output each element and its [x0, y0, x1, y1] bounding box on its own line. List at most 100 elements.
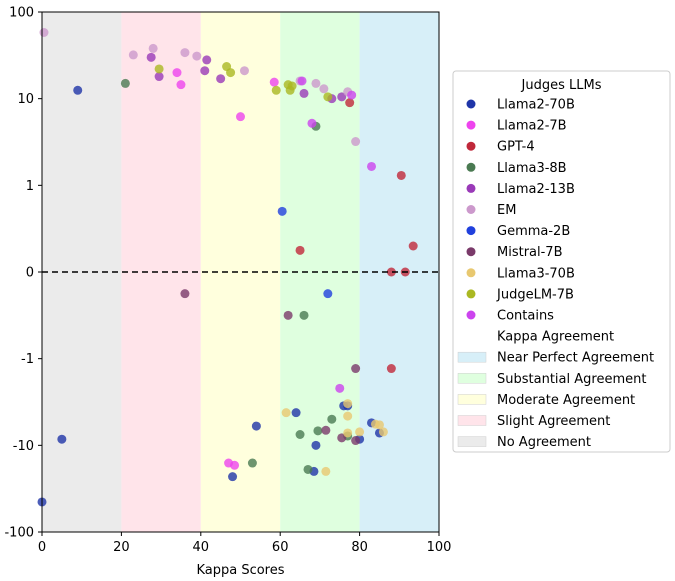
y-tick-label-1: 10 [17, 92, 34, 107]
point-8-3 [374, 420, 384, 430]
point-8-0 [281, 408, 291, 418]
y-tick-label-6: -100 [4, 526, 34, 541]
legend-label-3: Llama3-8B [497, 161, 567, 176]
legend-label-10: Contains [497, 309, 554, 324]
point-7-0 [180, 289, 190, 299]
point-4-2 [200, 66, 210, 76]
point-2-6 [345, 98, 355, 108]
point-5-2 [148, 43, 158, 53]
point-5-1 [128, 50, 138, 60]
data-points [37, 28, 418, 507]
legend-marker-5 [466, 205, 476, 214]
point-1-1 [176, 80, 186, 90]
point-3-6 [247, 458, 257, 468]
point-0-1 [251, 421, 261, 431]
point-9-2 [226, 68, 236, 78]
point-9-3 [271, 85, 281, 95]
legend-band-label-3: Slight Agreement [497, 414, 610, 429]
x-tick-label-3: 60 [272, 540, 289, 555]
legend-band-swatch-3 [457, 415, 487, 426]
legend-marker-2 [466, 141, 476, 151]
y-tick-label-5: -10 [13, 439, 34, 454]
legend-series-entries: Llama2-70B Llama2-7B GPT-4 Llama3-8B Llama2-… [466, 98, 575, 324]
legend-marker-6 [466, 226, 476, 236]
x-tick-label-2: 40 [193, 540, 210, 555]
legend-band-swatch-0 [457, 351, 487, 363]
point-8-7 [321, 466, 331, 476]
legend-band-label-0: Near Perfect Agreement [497, 351, 654, 366]
legend-marker-3 [466, 162, 476, 172]
x-tick-label-5: 100 [427, 540, 452, 555]
legend-label-7: Mistral-7B [497, 245, 563, 260]
y-tick-label-2: 1 [26, 179, 34, 194]
point-1-2 [269, 77, 279, 87]
x-tick-label-1: 20 [113, 540, 130, 555]
legend-marker-1 [466, 120, 476, 130]
point-2-0 [295, 245, 305, 255]
point-8-8 [343, 428, 353, 438]
point-8-6 [378, 427, 388, 437]
legend-band-label-1: Substantial Agreement [497, 372, 646, 387]
point-0-2 [291, 408, 301, 418]
point-5-7 [311, 78, 321, 88]
legend-label-4: Llama2-13B [497, 182, 575, 197]
point-0-9 [228, 472, 238, 482]
point-5-10 [351, 137, 361, 147]
legend-label-2: GPT-4 [497, 140, 535, 155]
legend-label-8: Llama3-70B [497, 266, 575, 281]
point-9-6 [323, 92, 333, 102]
point-0-12 [57, 434, 67, 444]
y-tick-label-0: 100 [9, 6, 34, 21]
point-5-8 [319, 84, 329, 94]
legend-label-6: Gemma-2B [497, 224, 570, 239]
legend-label-1: Llama2-7B [497, 119, 567, 134]
point-7-5 [351, 364, 361, 374]
point-7-3 [337, 433, 347, 443]
legend-marker-9 [466, 289, 476, 299]
legend-band-label-2: Moderate Agreement [497, 393, 635, 408]
point-8-4 [343, 399, 353, 409]
agreement-bands [42, 12, 439, 532]
x-axis-label: Kappa Scores [196, 563, 284, 578]
legend-band-swatch-4 [457, 436, 487, 447]
point-3-8 [120, 78, 130, 88]
point-4-3 [216, 74, 226, 84]
legend-marker-4 [466, 183, 476, 193]
legend-label-9: JudgeLM-7B [496, 287, 574, 302]
legend-marker-10 [466, 310, 476, 320]
point-10-4 [347, 90, 357, 100]
point-4-7 [337, 92, 347, 102]
point-3-4 [313, 426, 323, 436]
point-10-2 [297, 76, 307, 86]
point-2-5 [386, 364, 396, 374]
x-axis-ticks: 0 20 40 60 80 100 [38, 532, 452, 555]
point-6-1 [323, 289, 333, 299]
point-10-0 [367, 161, 377, 171]
point-4-4 [202, 55, 212, 65]
legend-band-swatch-2 [457, 394, 487, 405]
point-3-7 [303, 464, 313, 474]
point-4-0 [146, 52, 156, 62]
point-3-2 [327, 414, 337, 424]
legend-marker-7 [466, 247, 476, 257]
point-2-3 [408, 241, 418, 251]
point-4-1 [154, 72, 164, 82]
point-1-0 [172, 68, 182, 78]
point-3-1 [299, 310, 309, 320]
legend-box [452, 70, 671, 453]
legend-marker-0 [466, 99, 476, 109]
point-7-1 [283, 310, 293, 320]
point-2-4 [396, 170, 406, 180]
point-5-5 [239, 66, 249, 76]
point-5-3 [180, 48, 190, 58]
legend: Judges LLMs Llama2-70BLlama2-7BGPT-4Llam… [452, 70, 671, 453]
legend-band-label-4: No Agreement [497, 435, 591, 450]
point-10-1 [335, 383, 345, 393]
point-5-0 [39, 28, 49, 38]
point-8-5 [355, 427, 365, 437]
legend-label-5: EM [497, 203, 516, 218]
y-tick-label-3: 0 [26, 266, 34, 281]
point-7-2 [321, 425, 331, 435]
